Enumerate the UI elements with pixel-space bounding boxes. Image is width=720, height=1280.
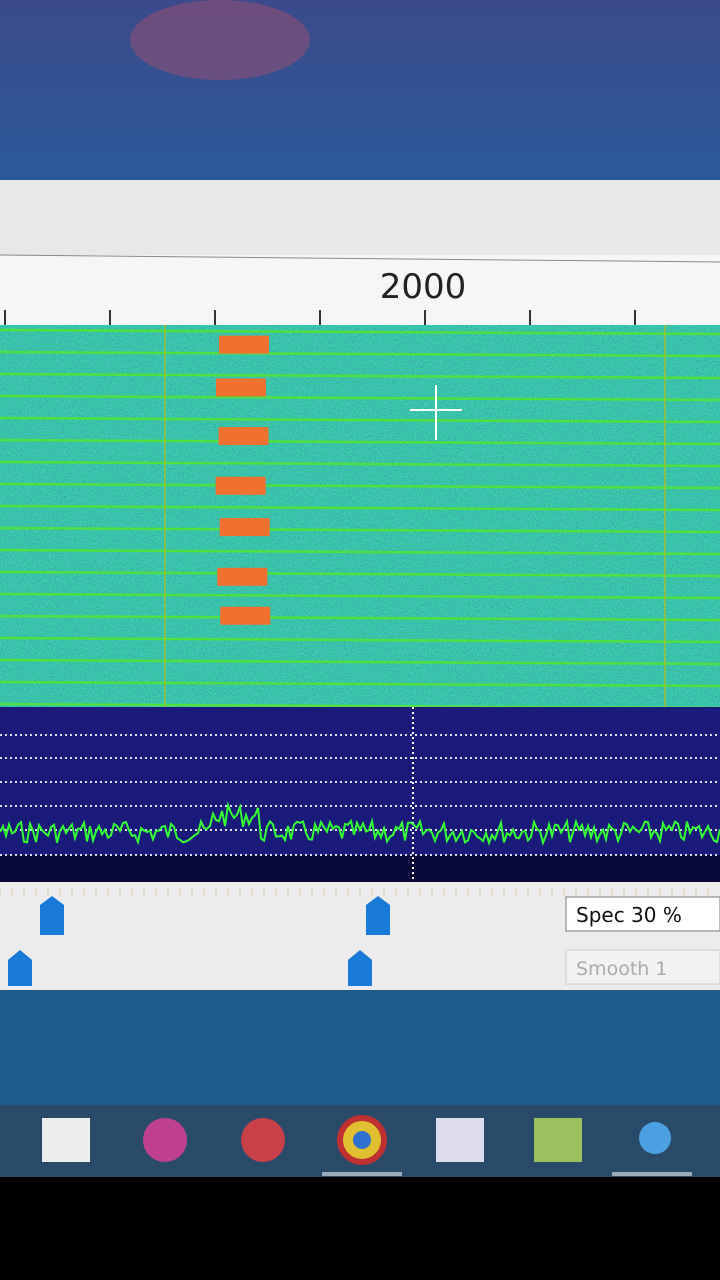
waterfall-line [0,570,720,578]
slider-handle[interactable] [40,896,64,935]
smooth-spinbox[interactable] [565,949,720,985]
signal-trace [215,476,266,495]
smooth-label: Smooth 1 [576,958,667,980]
waterfall-line [0,658,720,666]
desktop-background [0,0,720,190]
waterfall-line [0,394,720,402]
spectrum-floor [0,855,720,882]
waterfall-line [0,350,720,358]
slider-handle[interactable] [366,896,390,935]
waterfall-line [0,614,720,622]
ruler-ticks [4,310,636,325]
spectrum [0,707,720,882]
signal-trace [217,567,268,586]
spec-label: Spec 30 % [576,903,682,927]
slider-handle[interactable] [348,950,372,986]
app-icon[interactable] [436,1118,484,1162]
reflection [130,0,310,80]
app-icon[interactable] [534,1118,582,1162]
waterfall-line [0,680,720,688]
waterfall-line [0,482,720,490]
window-header [0,180,720,255]
waterfall-line [0,416,720,424]
spectrum-trace [0,801,720,846]
slider-handle[interactable] [8,950,32,986]
signal-trace [215,378,266,397]
waterfall-line [0,504,720,512]
cursor [410,385,462,440]
app-icon[interactable] [42,1118,90,1162]
waterfall-line [0,460,720,468]
signal-trace [218,427,269,446]
active-indicator [322,1172,402,1176]
frequency-ruler [0,255,720,325]
waterfall-noise [0,325,720,707]
waterfall-line [0,636,720,644]
slider-handles [8,896,390,986]
app-icon[interactable] [241,1118,285,1162]
signal-trace [219,518,270,537]
waterfall-line [0,372,720,380]
waterfall-line [0,328,720,336]
ruler-border [0,254,720,263]
active-indicator [612,1172,692,1176]
app-icon[interactable] [639,1122,671,1154]
app-icon[interactable] [143,1118,187,1162]
frequency-label: 2000 [380,267,467,307]
waterfall-line [0,548,720,556]
desktop [0,990,720,1105]
app-icon-center [353,1131,371,1149]
waterfall-line [0,438,720,446]
signal-trace [218,335,269,354]
slider-ticks [0,888,709,895]
waterfall-line [0,526,720,534]
signal-trace [220,606,271,625]
spec-spinbox[interactable] [565,896,720,932]
waterfall-line [0,592,720,600]
